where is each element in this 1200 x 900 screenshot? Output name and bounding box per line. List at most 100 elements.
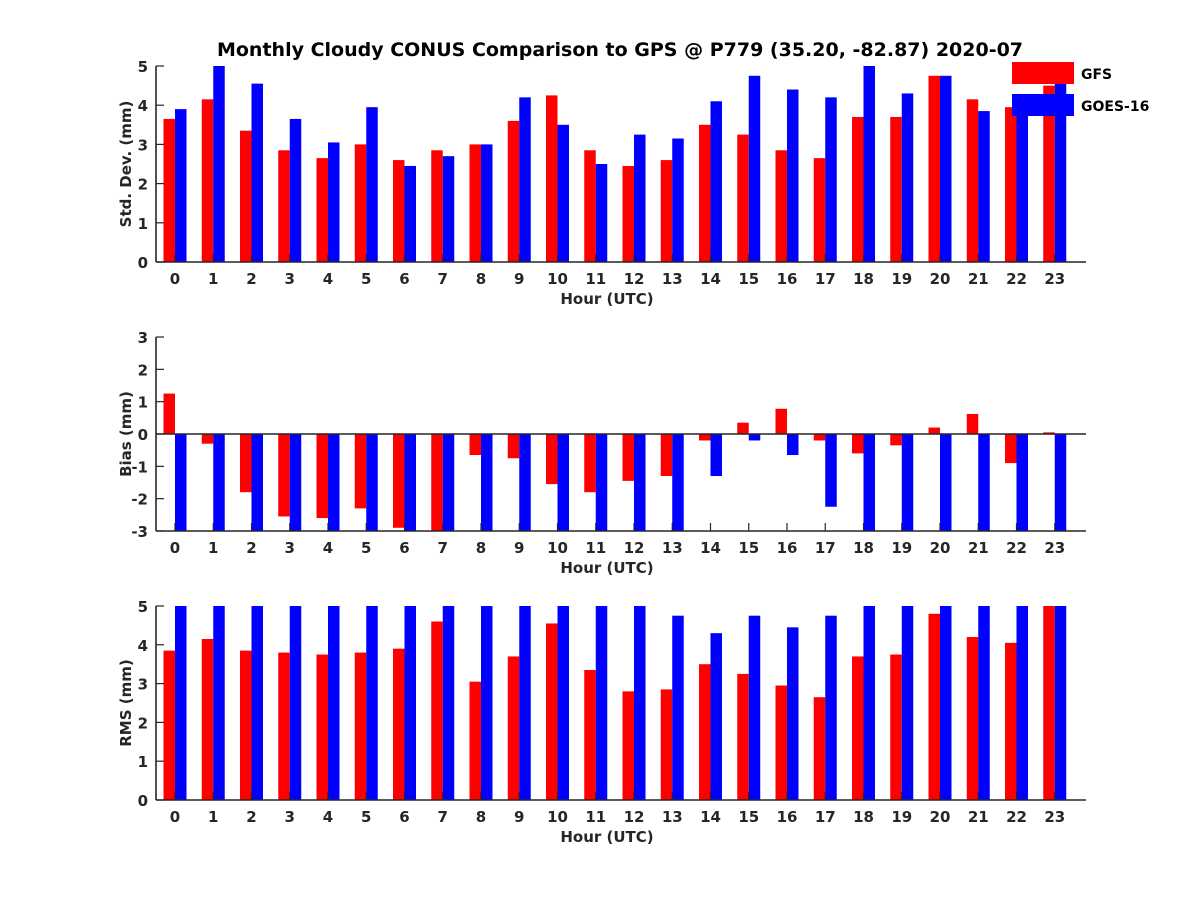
bar-gfs-hour-18	[852, 434, 864, 454]
x-tick-label: 18	[853, 270, 874, 288]
x-tick-label: 8	[476, 270, 486, 288]
x-tick-label: 6	[399, 539, 409, 557]
x-tick-label: 1	[208, 539, 218, 557]
bar-goes-16-hour-22	[1016, 434, 1028, 531]
x-tick-label: 7	[438, 270, 448, 288]
bar-gfs-hour-4	[316, 654, 328, 800]
bar-goes-16-hour-20	[940, 606, 952, 800]
bar-gfs-hour-0	[163, 118, 175, 262]
bar-goes-16-hour-19	[901, 606, 914, 800]
bar-gfs-hour-4	[316, 158, 328, 262]
x-tick-label: 4	[323, 808, 333, 826]
bar-gfs-hour-21	[966, 99, 979, 262]
x-tick-label: 15	[738, 270, 759, 288]
x-tick-label: 16	[777, 270, 798, 288]
bar-gfs-hour-15	[737, 422, 749, 434]
bar-gfs-hour-11	[584, 434, 596, 493]
bar-gfs-hour-17	[813, 158, 826, 262]
bar-goes-16-hour-18	[863, 606, 875, 800]
bar-goes-16-hour-8	[481, 434, 493, 531]
bar-gfs-hour-20	[928, 427, 940, 434]
bar-gfs-hour-8	[469, 434, 481, 456]
x-tick-label: 22	[1006, 270, 1027, 288]
bar-goes-16-hour-20	[940, 434, 952, 531]
x-tick-label: 9	[514, 539, 524, 557]
bar-gfs-hour-7	[431, 621, 443, 800]
x-tick-label: 19	[891, 539, 912, 557]
bar-goes-16-hour-0	[175, 109, 187, 263]
bar-goes-16-hour-23	[1054, 606, 1067, 800]
x-tick-label: 11	[585, 270, 606, 288]
bar-goes-16-hour-3	[289, 606, 302, 800]
bar-gfs-hour-2	[240, 130, 252, 262]
x-tick-label: 12	[624, 808, 645, 826]
bar-goes-16-hour-8	[481, 606, 493, 800]
x-tick-label: 20	[930, 270, 951, 288]
x-tick-label: 3	[285, 539, 295, 557]
bar-goes-16-hour-2	[251, 606, 263, 800]
x-tick-label: 21	[968, 539, 989, 557]
bar-goes-16-hour-2	[251, 434, 263, 531]
bar-goes-16-hour-9	[519, 97, 531, 262]
x-tick-label: 16	[777, 808, 798, 826]
bar-gfs-hour-8	[469, 144, 481, 262]
x-tick-label: 10	[547, 270, 568, 288]
bar-gfs-hour-3	[278, 434, 290, 517]
bar-gfs-hour-21	[966, 413, 979, 434]
bar-gfs-hour-12	[622, 691, 634, 800]
bar-goes-16-hour-14	[710, 633, 722, 800]
bar-goes-16-hour-17	[825, 97, 837, 262]
bar-gfs-hour-18	[852, 656, 864, 800]
bar-gfs-hour-20	[928, 75, 940, 262]
x-tick-label: 23	[1044, 808, 1065, 826]
x-tick-label: 1	[208, 270, 218, 288]
bar-gfs-hour-11	[584, 150, 596, 262]
y-tick-label: 3	[138, 136, 148, 154]
bar-gfs-hour-19	[890, 434, 902, 446]
x-tick-label: 7	[438, 808, 448, 826]
bar-goes-16-hour-3	[289, 118, 302, 262]
bar-gfs-hour-1	[201, 434, 214, 444]
y-tick-label: 2	[138, 714, 148, 732]
x-tick-label: 10	[547, 808, 568, 826]
bar-gfs-hour-9	[507, 120, 520, 262]
bar-gfs-hour-17	[813, 697, 826, 800]
bar-gfs-hour-12	[622, 165, 634, 262]
bar-gfs-hour-16	[775, 408, 787, 434]
bar-goes-16-hour-1	[213, 606, 225, 800]
bar-goes-16-hour-10	[557, 606, 569, 800]
bar-goes-16-hour-19	[901, 93, 914, 262]
bar-goes-16-hour-8	[481, 144, 493, 262]
bar-goes-16-hour-16	[787, 627, 799, 800]
bar-gfs-hour-22	[1005, 434, 1017, 464]
y-axis-label: Bias (mm)	[117, 391, 135, 477]
bar-goes-16-hour-7	[442, 434, 455, 531]
bar-goes-16-hour-12	[634, 434, 646, 531]
x-tick-label: 23	[1044, 539, 1065, 557]
bar-goes-16-hour-15	[748, 75, 761, 262]
bar-gfs-hour-6	[393, 160, 405, 262]
bar-goes-16-hour-0	[175, 434, 187, 531]
bar-goes-16-hour-9	[519, 434, 531, 531]
bar-gfs-hour-22	[1005, 107, 1017, 262]
bar-gfs-hour-5	[354, 652, 367, 800]
x-tick-label: 14	[700, 270, 721, 288]
x-tick-label: 15	[738, 539, 759, 557]
bar-goes-16-hour-12	[634, 606, 646, 800]
bar-gfs-hour-10	[546, 623, 558, 800]
bar-gfs-hour-5	[354, 434, 367, 509]
bar-goes-16-hour-11	[595, 434, 608, 531]
bar-goes-16-hour-4	[328, 606, 340, 800]
bar-gfs-hour-2	[240, 650, 252, 800]
bar-goes-16-hour-4	[328, 434, 340, 531]
x-tick-label: 10	[547, 539, 568, 557]
x-tick-label: 20	[930, 539, 951, 557]
y-tick-label: 0	[138, 254, 148, 272]
bar-goes-16-hour-7	[442, 156, 455, 262]
y-tick-label: -3	[131, 523, 148, 541]
bar-goes-16-hour-6	[404, 434, 416, 531]
x-tick-label: 19	[891, 808, 912, 826]
bar-goes-16-hour-17	[825, 434, 837, 507]
